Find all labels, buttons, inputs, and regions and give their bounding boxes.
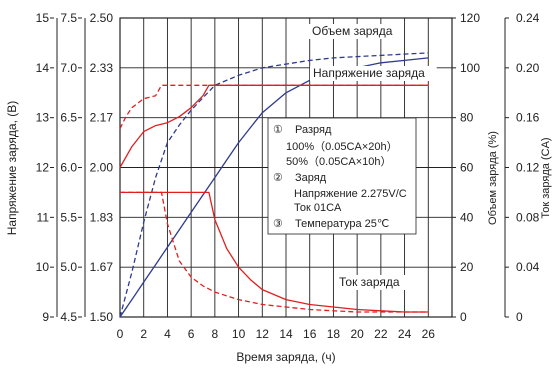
right-axis-1-tick-label: 120 — [460, 11, 480, 25]
left-axis-1-tick-label: 11 — [37, 210, 50, 224]
right-axis-1-tick-label: 20 — [460, 260, 474, 274]
left-axis-3-tick-label: 1.50 — [90, 310, 114, 324]
x-tick-label: 14 — [279, 327, 293, 341]
right-axis-2-tick-label: 0.16 — [516, 111, 540, 125]
x-tick-label: 8 — [212, 327, 219, 341]
x-tick-label: 22 — [374, 327, 388, 341]
legend-item-number: ① — [273, 124, 283, 136]
x-tick-label: 4 — [164, 327, 171, 341]
left-axis-1-tick-label: 10 — [36, 260, 50, 274]
left-axis-3-tick-label: 2.00 — [90, 161, 114, 175]
series-line-6 — [120, 191, 429, 313]
legend-item-text: 100%（0.05CA×20h） — [286, 140, 398, 153]
right-axis-2-tick-label: 0.04 — [516, 260, 540, 274]
legend-item-text: Ток 01CA — [294, 202, 342, 214]
right-axis-1-tick-label: 80 — [460, 111, 474, 125]
left-axis-3-tick-label: 1.67 — [90, 260, 114, 274]
right-axis-2-tick-label: 0.08 — [516, 210, 540, 224]
legend: ① Разряд 100%（0.05CA×20h） 50%（0.05CA×10h）② З… — [267, 117, 417, 235]
legend-item-text: Температура 25℃ — [295, 218, 389, 230]
curve-labels: Объем заряда Напряжение заряда Ток заряда — [309, 24, 437, 290]
series-line-4 — [119, 84, 429, 129]
curve-label: Объем заряда — [312, 24, 393, 38]
right-axis-2-tick-label: 0.20 — [516, 61, 540, 75]
x-tick-label: 0 — [117, 327, 124, 341]
legend-item-text: Заряд — [295, 172, 327, 184]
right-axis-2-title: Ток заряда (CA) — [540, 137, 552, 218]
right-axis-1-tick-label: 100 — [460, 61, 480, 75]
left-axis-2-tick-label: 6.5 — [60, 111, 77, 125]
right-axis-1-tick-label: 40 — [460, 210, 474, 224]
x-tick-label: 26 — [422, 327, 436, 341]
curve-label-background — [309, 24, 401, 39]
series-line-2 — [119, 52, 429, 318]
x-tick-label: 16 — [303, 327, 317, 341]
left-axis-1-tick-label: 14 — [36, 61, 50, 75]
right-axis-1-tick-label: 0 — [460, 310, 467, 324]
left-axis-1-tick-label: 9 — [42, 310, 49, 324]
left-axis-1-tick-label: 13 — [36, 111, 50, 125]
left-axis-3-tick-label: 2.17 — [90, 111, 114, 125]
left-axis-1-tick-label: 15 — [36, 11, 50, 25]
x-tick-label: 24 — [398, 327, 412, 341]
curve-label: Напряжение заряда — [313, 66, 425, 80]
left-axis-3-tick-label: 1.83 — [90, 210, 114, 224]
left-axis-2-tick-label: 7.0 — [60, 61, 77, 75]
right-axis-2-tick-label: 0.24 — [516, 11, 540, 25]
right-axis-1-tick-label: 60 — [460, 161, 474, 175]
legend-item-text: Напряжение 2.275V/C — [294, 188, 407, 200]
x-tick-label: 12 — [256, 327, 270, 341]
left-axis-title: Напряжение заряда, (В) — [5, 101, 19, 235]
x-tick-label: 20 — [350, 327, 364, 341]
left-axis-2-tick-label: 7.5 — [60, 11, 77, 25]
left-axis-2-tick-label: 5.5 — [60, 210, 77, 224]
x-tick-label: 18 — [327, 327, 341, 341]
right-axis-2-tick-label: 0 — [516, 310, 523, 324]
legend-item-text: 50%（0.05CA×10h） — [286, 155, 391, 168]
curve-label-background — [310, 66, 437, 81]
x-tick-label: 2 — [140, 327, 147, 341]
legend-item-number: ③ — [273, 218, 283, 230]
x-axis-title: Время заряда, (ч) — [236, 350, 335, 364]
legend-box — [267, 117, 417, 235]
left-axis-3-tick-label: 2.33 — [90, 61, 114, 75]
left-axis-3-tick-label: 2.50 — [90, 11, 114, 25]
right-axis-1-title: Объем заряда (%) — [487, 131, 499, 225]
legend-item-number: ② — [273, 172, 283, 184]
left-axis-1-tick-label: 12 — [36, 161, 50, 175]
left-axis-2-tick-label: 4.5 — [60, 310, 77, 324]
x-tick-label: 6 — [188, 327, 195, 341]
left-axis-2-tick-label: 6.0 — [60, 161, 77, 175]
series-line-3 — [119, 84, 429, 168]
series-line-5 — [120, 191, 429, 313]
right-axis-2-tick-label: 0.12 — [516, 161, 540, 175]
legend-item-text: Разряд — [295, 124, 332, 136]
curve-label: Ток заряда — [339, 275, 400, 289]
left-axis-2-tick-label: 5.0 — [60, 260, 77, 274]
curve-label-background — [336, 275, 413, 290]
x-tick-label: 10 — [232, 327, 246, 341]
